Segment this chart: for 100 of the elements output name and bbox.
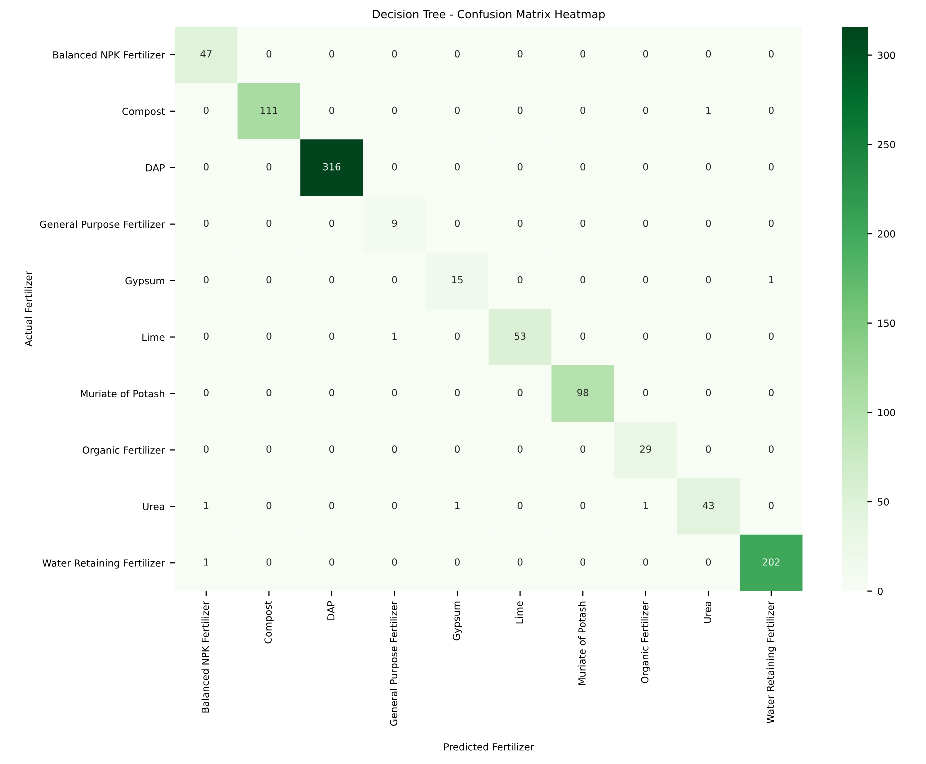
data-label: 0 bbox=[204, 332, 209, 340]
data-label: 0 bbox=[455, 389, 460, 397]
data-label: 0 bbox=[769, 389, 774, 397]
data-label: 0 bbox=[643, 163, 648, 171]
x-tick-label: General Purpose Fertilizer bbox=[390, 601, 400, 726]
data-label: 1 bbox=[392, 332, 397, 340]
data-label: 0 bbox=[580, 558, 586, 566]
data-label: 0 bbox=[580, 502, 586, 510]
data-label: 0 bbox=[580, 332, 586, 340]
data-label: 0 bbox=[392, 446, 398, 454]
color-bar-label: 250 bbox=[878, 141, 896, 148]
data-label: 0 bbox=[455, 558, 460, 566]
data-label: 202 bbox=[762, 558, 780, 566]
data-label: 0 bbox=[706, 446, 712, 454]
data-label: 0 bbox=[518, 50, 523, 58]
data-label: 15 bbox=[452, 276, 463, 284]
data-label: 0 bbox=[518, 558, 523, 566]
data-label: 0 bbox=[330, 220, 334, 228]
data-label: 0 bbox=[706, 332, 712, 340]
chart-title: Decision Tree - Confusion Matrix Heatmap bbox=[373, 10, 606, 21]
data-label: 0 bbox=[643, 276, 648, 284]
data-label: 0 bbox=[455, 50, 460, 58]
data-label: 0 bbox=[266, 446, 272, 454]
data-label: 0 bbox=[204, 276, 209, 284]
data-label: 0 bbox=[455, 446, 460, 454]
y-tick-label: Water Retaining Fertilizer bbox=[42, 559, 166, 569]
data-label: 0 bbox=[643, 332, 648, 340]
data-label: 0 bbox=[769, 163, 774, 171]
y-tick-label: Lime bbox=[142, 334, 165, 342]
data-label: 0 bbox=[392, 163, 398, 171]
data-label: 0 bbox=[518, 276, 523, 284]
x-tick-label: Lime bbox=[516, 602, 524, 624]
y-axis-title: Actual Fertilizer bbox=[24, 271, 32, 347]
data-label: 29 bbox=[640, 446, 652, 454]
data-label: 47 bbox=[200, 50, 212, 58]
data-label: 53 bbox=[514, 332, 526, 340]
data-label: 0 bbox=[518, 502, 523, 510]
data-label: 0 bbox=[392, 50, 398, 58]
data-label: 0 bbox=[330, 276, 334, 284]
data-label: 0 bbox=[392, 502, 398, 510]
data-label: 0 bbox=[266, 389, 272, 397]
data-label: 0 bbox=[392, 106, 398, 114]
data-label: 0 bbox=[769, 502, 774, 510]
data-label: 0 bbox=[392, 389, 398, 397]
data-label: 0 bbox=[266, 558, 272, 566]
data-label: 0 bbox=[455, 332, 460, 340]
data-label: 0 bbox=[643, 558, 648, 566]
data-label: 0 bbox=[330, 332, 334, 340]
color-bar-label: 150 bbox=[878, 320, 896, 328]
x-axis-title: Predicted Fertilizer bbox=[444, 743, 534, 751]
y-tick-label: General Purpose Fertilizer bbox=[40, 220, 166, 230]
data-label: 1 bbox=[644, 502, 648, 510]
data-label: 0 bbox=[643, 50, 648, 58]
data-label: 0 bbox=[518, 446, 523, 454]
data-label: 0 bbox=[266, 276, 272, 284]
data-label: 0 bbox=[455, 220, 460, 228]
x-tick-label: Gypsum bbox=[453, 602, 462, 641]
data-label: 98 bbox=[578, 389, 589, 397]
data-label: 0 bbox=[769, 220, 774, 228]
data-label: 0 bbox=[518, 389, 523, 397]
data-label: 0 bbox=[455, 106, 460, 114]
data-label: 316 bbox=[323, 163, 341, 171]
data-label: 0 bbox=[769, 446, 774, 454]
data-label: 0 bbox=[204, 389, 209, 397]
data-label: 0 bbox=[330, 50, 334, 58]
color-bar-label: 50 bbox=[878, 498, 890, 506]
color-bar-label: 0 bbox=[878, 588, 883, 596]
data-label: 0 bbox=[518, 220, 523, 228]
data-label: 0 bbox=[580, 220, 586, 228]
x-tick-label: Muriate of Potash bbox=[578, 602, 586, 686]
data-label: 1 bbox=[204, 558, 209, 566]
x-tick-label: Compost bbox=[264, 601, 274, 644]
data-label: 0 bbox=[455, 163, 460, 171]
data-label: 0 bbox=[266, 502, 272, 510]
data-label: 0 bbox=[518, 163, 523, 171]
data-label: 111 bbox=[260, 107, 278, 114]
data-label: 0 bbox=[706, 220, 712, 228]
data-label: 0 bbox=[330, 106, 334, 114]
data-label: 0 bbox=[204, 220, 209, 228]
data-label: 0 bbox=[706, 389, 712, 397]
data-label: 0 bbox=[330, 446, 334, 454]
y-tick-label: Gypsum bbox=[126, 277, 164, 287]
data-label: 0 bbox=[266, 220, 272, 228]
data-label: 0 bbox=[266, 332, 272, 340]
data-label: 1 bbox=[769, 276, 774, 284]
data-label: 1 bbox=[204, 502, 209, 510]
data-label: 0 bbox=[769, 50, 774, 58]
x-tick-label: Organic Fertilizer bbox=[641, 601, 651, 684]
x-tick-label: DAP bbox=[328, 601, 335, 620]
data-label: 0 bbox=[706, 276, 712, 284]
x-tick-label: Urea bbox=[704, 602, 712, 624]
data-label: 0 bbox=[204, 163, 209, 171]
color-bar-label: 100 bbox=[878, 409, 896, 416]
data-label: 1 bbox=[456, 502, 460, 510]
data-label: 0 bbox=[204, 106, 209, 114]
data-label: 0 bbox=[769, 332, 774, 340]
data-label: 0 bbox=[330, 502, 334, 510]
y-tick-label: Balanced NPK Fertilizer bbox=[54, 51, 166, 59]
data-label: 0 bbox=[392, 276, 398, 284]
y-tick-label: Organic Fertilizer bbox=[82, 446, 166, 456]
